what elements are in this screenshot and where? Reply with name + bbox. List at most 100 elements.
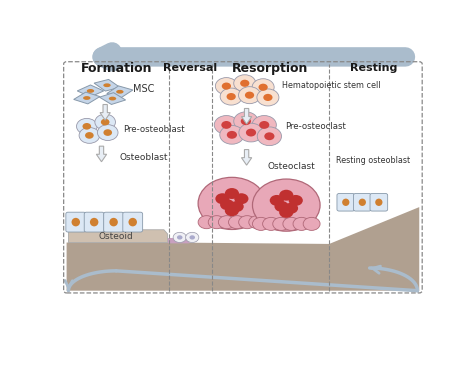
FancyBboxPatch shape bbox=[123, 212, 143, 232]
Circle shape bbox=[289, 195, 303, 206]
Text: Osteoblast: Osteoblast bbox=[120, 153, 168, 162]
Circle shape bbox=[245, 92, 254, 99]
Circle shape bbox=[208, 216, 225, 229]
Circle shape bbox=[215, 78, 237, 95]
Circle shape bbox=[190, 235, 195, 240]
Circle shape bbox=[85, 132, 94, 139]
Text: Resting osteoblast: Resting osteoblast bbox=[336, 156, 410, 165]
Circle shape bbox=[103, 129, 112, 136]
Circle shape bbox=[227, 93, 236, 100]
Text: Pre-osteoclast: Pre-osteoclast bbox=[285, 123, 346, 131]
Circle shape bbox=[220, 125, 244, 144]
Circle shape bbox=[76, 118, 97, 134]
Polygon shape bbox=[241, 149, 252, 165]
Circle shape bbox=[239, 216, 255, 229]
Circle shape bbox=[220, 88, 242, 105]
Ellipse shape bbox=[359, 199, 366, 206]
Circle shape bbox=[186, 232, 199, 243]
Circle shape bbox=[257, 127, 282, 146]
Circle shape bbox=[79, 127, 100, 144]
Polygon shape bbox=[94, 79, 120, 91]
FancyBboxPatch shape bbox=[337, 194, 355, 211]
Polygon shape bbox=[100, 105, 110, 120]
Ellipse shape bbox=[83, 96, 91, 100]
Text: Resorption: Resorption bbox=[232, 62, 309, 75]
Circle shape bbox=[95, 114, 116, 130]
Circle shape bbox=[279, 207, 293, 218]
Ellipse shape bbox=[128, 218, 137, 226]
Circle shape bbox=[246, 129, 256, 137]
Circle shape bbox=[98, 125, 118, 141]
Circle shape bbox=[229, 201, 244, 212]
Circle shape bbox=[263, 217, 280, 230]
Circle shape bbox=[283, 217, 300, 230]
Polygon shape bbox=[77, 85, 104, 97]
FancyBboxPatch shape bbox=[354, 194, 371, 211]
Circle shape bbox=[257, 89, 279, 106]
Ellipse shape bbox=[109, 218, 118, 226]
Ellipse shape bbox=[87, 89, 94, 93]
Text: Osteoid: Osteoid bbox=[99, 232, 134, 241]
Circle shape bbox=[263, 94, 273, 101]
Circle shape bbox=[228, 216, 246, 229]
Circle shape bbox=[253, 179, 320, 231]
Text: Reversal: Reversal bbox=[163, 63, 217, 73]
Ellipse shape bbox=[342, 199, 349, 206]
Circle shape bbox=[234, 193, 248, 204]
Circle shape bbox=[222, 82, 231, 90]
Circle shape bbox=[303, 217, 320, 230]
Circle shape bbox=[177, 235, 182, 240]
Polygon shape bbox=[68, 230, 168, 243]
Polygon shape bbox=[96, 146, 107, 162]
Circle shape bbox=[259, 121, 269, 129]
Circle shape bbox=[215, 193, 229, 204]
Circle shape bbox=[270, 195, 284, 206]
Ellipse shape bbox=[103, 83, 111, 87]
Circle shape bbox=[198, 177, 266, 230]
Circle shape bbox=[252, 79, 274, 96]
Polygon shape bbox=[241, 109, 252, 124]
Ellipse shape bbox=[116, 90, 124, 94]
Circle shape bbox=[253, 217, 269, 230]
Circle shape bbox=[221, 121, 231, 129]
Circle shape bbox=[238, 87, 261, 104]
Circle shape bbox=[274, 201, 289, 212]
FancyBboxPatch shape bbox=[104, 212, 124, 232]
Circle shape bbox=[225, 205, 239, 216]
Polygon shape bbox=[73, 92, 100, 104]
Circle shape bbox=[198, 216, 215, 229]
Circle shape bbox=[249, 216, 266, 229]
Ellipse shape bbox=[72, 218, 80, 226]
Circle shape bbox=[234, 112, 258, 131]
Circle shape bbox=[279, 190, 293, 201]
Circle shape bbox=[252, 116, 276, 134]
Circle shape bbox=[227, 131, 237, 139]
FancyBboxPatch shape bbox=[84, 212, 104, 232]
Text: Pre-osteoblast: Pre-osteoblast bbox=[124, 125, 185, 134]
Text: Formation: Formation bbox=[81, 62, 152, 75]
Circle shape bbox=[240, 80, 249, 87]
Polygon shape bbox=[100, 93, 126, 105]
Circle shape bbox=[258, 84, 268, 91]
Circle shape bbox=[101, 119, 109, 125]
Circle shape bbox=[241, 117, 251, 125]
FancyBboxPatch shape bbox=[66, 212, 86, 232]
Polygon shape bbox=[66, 207, 419, 291]
Circle shape bbox=[225, 188, 239, 199]
Ellipse shape bbox=[109, 97, 116, 100]
Circle shape bbox=[284, 203, 298, 214]
Circle shape bbox=[219, 216, 235, 229]
Circle shape bbox=[264, 132, 274, 140]
FancyBboxPatch shape bbox=[168, 238, 190, 243]
Polygon shape bbox=[107, 86, 133, 98]
Text: Hematopoietic stem cell: Hematopoietic stem cell bbox=[282, 81, 381, 90]
Circle shape bbox=[82, 123, 91, 130]
Text: Osteoclast: Osteoclast bbox=[267, 162, 315, 171]
Text: Resting: Resting bbox=[350, 63, 397, 73]
Circle shape bbox=[234, 75, 256, 92]
Circle shape bbox=[214, 116, 238, 134]
Ellipse shape bbox=[90, 218, 99, 226]
Circle shape bbox=[273, 217, 290, 230]
Text: MSC: MSC bbox=[133, 85, 154, 95]
Circle shape bbox=[173, 232, 186, 243]
